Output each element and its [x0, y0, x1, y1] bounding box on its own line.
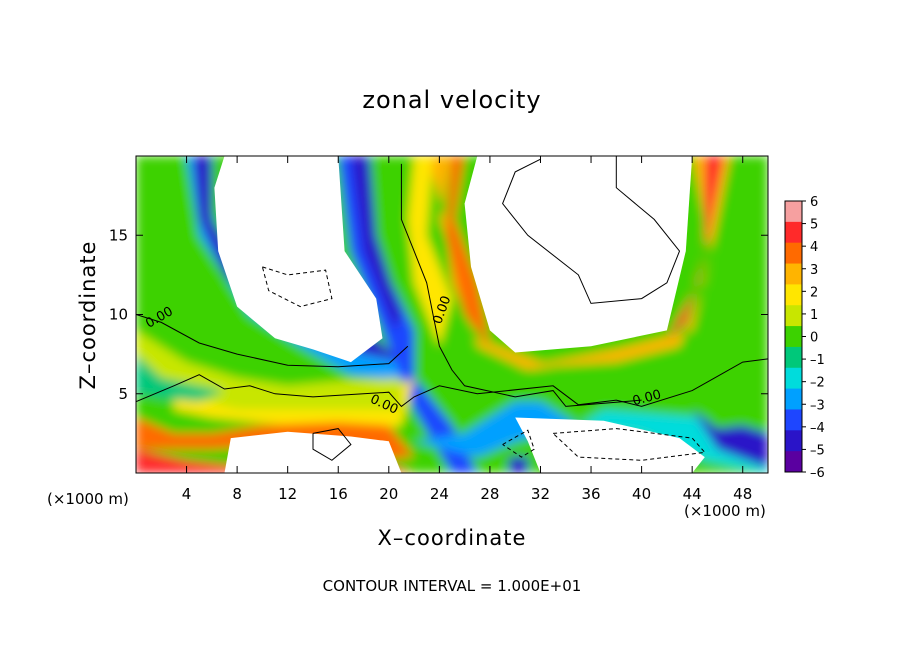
blank-region — [214, 156, 383, 363]
contour-line — [136, 314, 409, 368]
colorbar-swatch — [785, 263, 802, 285]
x-tick-label: 32 — [531, 485, 550, 503]
x-tick-label: 16 — [329, 485, 348, 503]
field-band — [508, 457, 528, 473]
field-band — [445, 156, 490, 347]
colorbar-tick-label: –5 — [810, 443, 825, 458]
contour-line — [400, 163, 642, 407]
colorbar-tick-label: 4 — [810, 240, 818, 255]
contour-interval-note: CONTOUR INTERVAL = 1.000E+01 — [322, 577, 582, 595]
contour-line — [502, 156, 681, 304]
colorbar-tick-label: –3 — [810, 398, 825, 413]
colorbar-tick-label: 2 — [810, 285, 818, 300]
x-tick-label: 24 — [430, 485, 449, 503]
colorbar-swatch — [785, 430, 802, 452]
colorbar-tick-label: –1 — [810, 353, 825, 368]
colorbar-swatch — [785, 346, 802, 369]
colorbar-tick-label: 6 — [810, 195, 818, 210]
contour-line — [312, 428, 352, 461]
colorbar-swatch — [785, 367, 802, 390]
x-tick-label: 8 — [232, 485, 242, 503]
colorbar-swatch — [785, 284, 802, 306]
contour-line — [502, 429, 535, 458]
x-axis-title: X–coordinate — [377, 526, 527, 550]
x-tick-label: 28 — [480, 485, 499, 503]
field-band — [666, 156, 724, 339]
colorbar-swatch — [785, 388, 802, 410]
x-unit-label-right: (×1000 m) — [684, 502, 766, 520]
colorbar-swatch — [785, 451, 802, 473]
chart-title: zonal velocity — [362, 86, 542, 114]
y-tick-label: 15 — [109, 226, 128, 244]
colorbar-tick-label: 1 — [810, 308, 818, 323]
y-tick-label: 10 — [109, 306, 128, 324]
x-tick-label: 36 — [581, 485, 600, 503]
y-tick-label: 5 — [118, 385, 128, 403]
colorbar-tick-label: 3 — [810, 263, 818, 278]
contour-line — [261, 266, 333, 308]
colorbar-tick-label: –6 — [810, 466, 825, 481]
colorbar-tick-label: 5 — [810, 218, 818, 233]
field-band — [692, 409, 768, 469]
velocity-field — [136, 156, 768, 473]
colorbar-tick-label: –2 — [810, 376, 825, 391]
x-tick-label: 44 — [683, 485, 702, 503]
colorbar-swatch — [785, 242, 802, 265]
field-band — [407, 156, 452, 347]
colorbar-swatch — [785, 326, 802, 348]
field-band — [350, 156, 402, 331]
blank-region — [224, 431, 402, 473]
field-band — [136, 354, 225, 402]
contour-line — [552, 428, 706, 461]
x-tick-label: 4 — [182, 485, 192, 503]
colorbar-tick-label: –4 — [810, 421, 825, 436]
colorbar: 6 5 4 3 2 1 0 –1 –2 –3 –4 –5 –6 — [784, 195, 825, 481]
blank-region — [464, 156, 693, 353]
x-tick-label: 40 — [632, 485, 651, 503]
x-tick-label: 48 — [733, 485, 752, 503]
field-band — [426, 156, 554, 370]
x-tick-label: 20 — [379, 485, 398, 503]
blank-region — [515, 417, 705, 473]
colorbar-swatch — [785, 201, 802, 223]
colorbar-swatch — [785, 409, 802, 431]
colorbar-swatch — [785, 305, 802, 327]
field-band — [414, 401, 579, 458]
colorbar-swatch — [785, 221, 802, 244]
contour-label: 0.00 — [631, 387, 663, 409]
colorbar-tick-label: 0 — [810, 331, 818, 346]
x-unit-label-left: (×1000 m) — [47, 490, 129, 508]
y-axis-title: Z–coordinate — [76, 240, 100, 390]
x-tick-label: 12 — [278, 485, 297, 503]
contour-line — [136, 358, 768, 408]
